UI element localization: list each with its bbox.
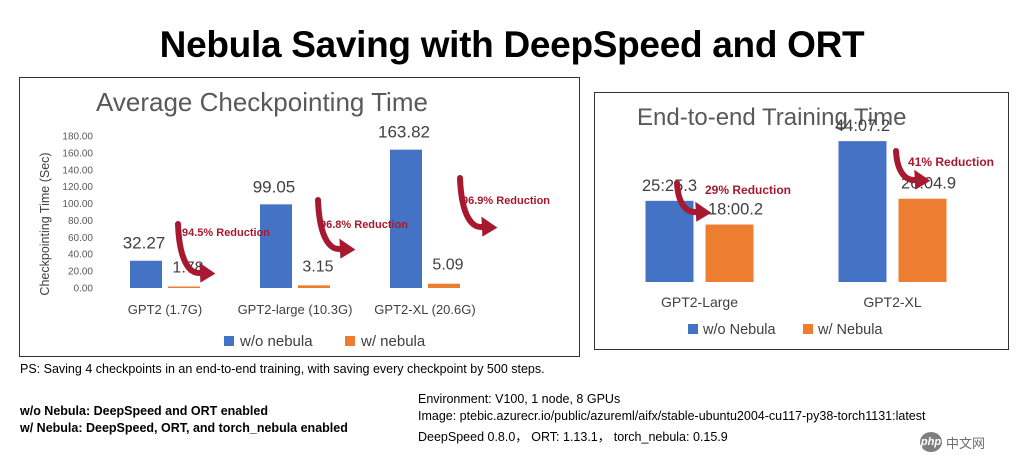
bar-with-nebula: [168, 286, 200, 288]
php-logo-icon: php: [920, 432, 942, 452]
data-label: 44:07.2: [835, 117, 890, 135]
data-label: 163.82: [378, 123, 430, 142]
reduction-annotation: 29% Reduction: [705, 183, 791, 197]
data-label: 18:00.2: [708, 201, 763, 219]
bar-with-nebula: [428, 283, 460, 288]
reduction-arrow-head: [481, 216, 498, 237]
watermark: php 中文网: [920, 432, 985, 452]
definition-with-nebula: w/ Nebula: DeepSpeed, ORT, and torch_neb…: [20, 421, 348, 435]
y-tick-label: 160.00: [62, 148, 93, 159]
y-tick-label: 20.00: [68, 267, 93, 278]
reduction-arrow-shaft: [893, 148, 920, 184]
reduction-arrow-head: [914, 169, 931, 190]
legend-swatch: [803, 324, 813, 334]
data-label: 32.27: [123, 234, 166, 253]
watermark-text: 中文网: [946, 435, 986, 451]
bar-without-nebula: [838, 141, 887, 282]
reduction-arrow-shaft: [315, 197, 345, 252]
y-tick-label: 120.00: [62, 182, 93, 193]
environment-line: Environment: V100, 1 node, 8 GPUs: [418, 392, 621, 406]
legend-label: w/o nebula: [239, 333, 313, 350]
x-tick-label: GPT2 (1.7G): [128, 302, 202, 317]
x-tick-label: GPT2-large (10.3G): [238, 302, 353, 317]
reduction-annotation: 94.5% Reduction: [182, 227, 270, 239]
y-axis-label: Checkpointing Time (Sec): [38, 152, 52, 295]
reduction-annotation: 96.9% Reduction: [462, 195, 550, 207]
checkpointing-time-chart-panel: Average Checkpointing Time 0.00 20.00 40.00…: [19, 77, 580, 357]
data-label: 3.15: [302, 258, 333, 275]
legend-swatch: [224, 336, 234, 346]
data-label: 25:25.3: [642, 177, 697, 195]
y-tick-label: 80.00: [68, 216, 93, 227]
page-title: Nebula Saving with DeepSpeed and ORT: [159, 24, 865, 65]
chart-title: Average Checkpointing Time: [96, 87, 428, 117]
legend-label: w/ nebula: [360, 333, 426, 350]
legend-swatch: [345, 336, 355, 346]
data-label: 99.05: [253, 177, 296, 196]
reduction-annotation: 96.8% Reduction: [320, 219, 408, 231]
image-line: Image: ptebic.azurecr.io/public/azureml/…: [418, 409, 926, 423]
training-time-chart-panel: End-to-end Training Time GPT2-Large 25:25.…: [594, 92, 1009, 350]
y-tick-label: 60.00: [68, 233, 93, 244]
x-tick-label: GPT2-XL: [863, 294, 922, 310]
x-tick-label: GPT2-XL (20.6G): [374, 302, 475, 317]
bar-with-nebula: [298, 285, 330, 288]
x-tick-label: GPT2-Large: [661, 294, 738, 310]
bar-with-nebula: [705, 224, 754, 282]
y-tick-label: 140.00: [62, 165, 93, 176]
checkpointing-time-chart: Average Checkpointing Time 0.00 20.00 40.00…: [38, 87, 550, 350]
y-tick-label: 100.00: [62, 199, 93, 210]
versions-line: DeepSpeed 0.8.0， ORT: 1.13.1， torch_nebu…: [418, 430, 728, 444]
definition-without-nebula: w/o Nebula: DeepSpeed and ORT enabled: [20, 404, 268, 418]
data-label: 5.09: [432, 257, 463, 274]
bar-without-nebula: [260, 204, 292, 288]
bar-without-nebula: [130, 260, 162, 288]
legend-swatch: [688, 324, 698, 334]
training-time-chart: End-to-end Training Time GPT2-Large 25:25.…: [637, 104, 994, 338]
bar-without-nebula: [645, 200, 694, 282]
reduction-arrow-head: [695, 201, 712, 222]
reduction-arrow-shaft: [175, 221, 205, 276]
legend-label: w/ Nebula: [817, 322, 883, 338]
chart-title: End-to-end Training Time: [637, 104, 906, 131]
ps-note: PS: Saving 4 checkpoints in an end-to-en…: [20, 362, 545, 376]
bar-with-nebula: [898, 198, 947, 282]
reduction-arrow-shaft: [457, 175, 487, 230]
bar-without-nebula: [390, 149, 422, 288]
y-tick-label: 0.00: [74, 284, 94, 295]
reduction-arrow-shaft: [674, 180, 701, 216]
y-tick-label: 40.00: [68, 250, 93, 261]
legend-label: w/o Nebula: [702, 322, 776, 338]
reduction-arrow-head: [339, 238, 356, 259]
reduction-arrow-head: [199, 262, 216, 283]
y-tick-label: 180.00: [62, 132, 93, 143]
reduction-annotation: 41% Reduction: [908, 155, 994, 169]
